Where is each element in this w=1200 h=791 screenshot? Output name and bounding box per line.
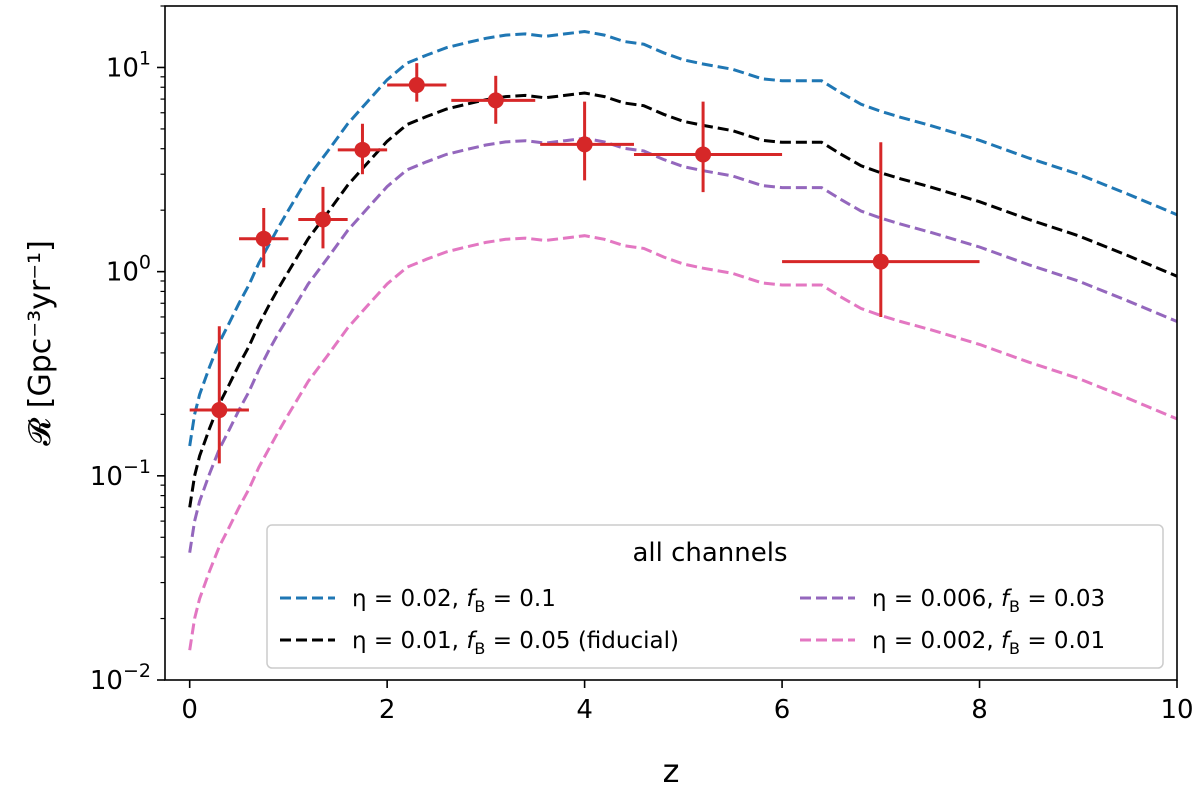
y-tick-label-3: 101 [106, 47, 151, 83]
x-tick-label-2: 2 [379, 695, 396, 725]
data-point-6 [451, 75, 536, 124]
series-line-1 [188, 29, 1177, 447]
data-point-9 [782, 142, 980, 317]
legend-label: η = 0.002, fB = 0.01 [872, 628, 1105, 658]
data-point-marker [576, 136, 593, 153]
x-tick-label-0: 0 [181, 695, 198, 725]
data-point-marker [487, 92, 504, 109]
legend-label: η = 0.02, fB = 0.1 [352, 586, 556, 616]
series-line-4 [188, 234, 1177, 651]
data-point-marker [255, 230, 272, 247]
plot-area [188, 29, 1177, 651]
x-tick-label-10: 10 [1160, 695, 1193, 725]
data-point-4 [337, 123, 388, 175]
legend-label: η = 0.006, fB = 0.03 [872, 586, 1105, 616]
data-point-3 [298, 186, 348, 249]
legend: all channels η = 0.02, fB = 0.1 η = 0.01, … [266, 524, 1164, 669]
legend-entry-4: η = 0.002, fB = 0.01 [800, 628, 1105, 658]
y-tick-label-1: 10−1 [90, 456, 151, 492]
legend-entry-3: η = 0.006, fB = 0.03 [800, 586, 1105, 616]
series-layer [188, 29, 1177, 651]
axes-layer: 0 2 4 6 8 10 10−2 10−1 100 101 [90, 5, 1194, 725]
x-tick-label-4: 4 [576, 695, 593, 725]
data-point-2 [239, 207, 289, 268]
x-tick-label-8: 8 [971, 695, 988, 725]
series-line-3 [188, 136, 1177, 553]
legend-label: η = 0.01, fB = 0.05 (fiducial) [352, 628, 679, 658]
data-point-marker [314, 211, 331, 228]
legend-entry-2: η = 0.01, fB = 0.05 (fiducial) [280, 628, 679, 658]
legend-entry-1: η = 0.02, fB = 0.1 [280, 586, 556, 616]
y-tick-label-0: 10−2 [90, 660, 151, 696]
data-point-marker [408, 77, 425, 94]
series-line-2 [188, 91, 1177, 508]
x-tick-label-6: 6 [774, 695, 791, 725]
y-tick-label-2: 100 [106, 252, 151, 288]
y-axis-title: 𝓡 [Gpc⁻³yr⁻¹] [23, 240, 58, 446]
data-point-marker [872, 253, 889, 270]
legend-title: all channels [632, 538, 787, 568]
data-point-5 [387, 63, 447, 102]
legend-box [266, 524, 1164, 669]
data-points-layer [189, 63, 980, 464]
data-point-marker [354, 141, 371, 158]
data-point-7 [540, 101, 634, 181]
data-point-8 [633, 101, 783, 193]
data-point-marker [695, 146, 712, 163]
data-point-1 [189, 326, 249, 464]
axes-frame [164, 5, 1178, 681]
data-point-marker [211, 402, 228, 419]
x-axis-title: z [663, 752, 680, 790]
